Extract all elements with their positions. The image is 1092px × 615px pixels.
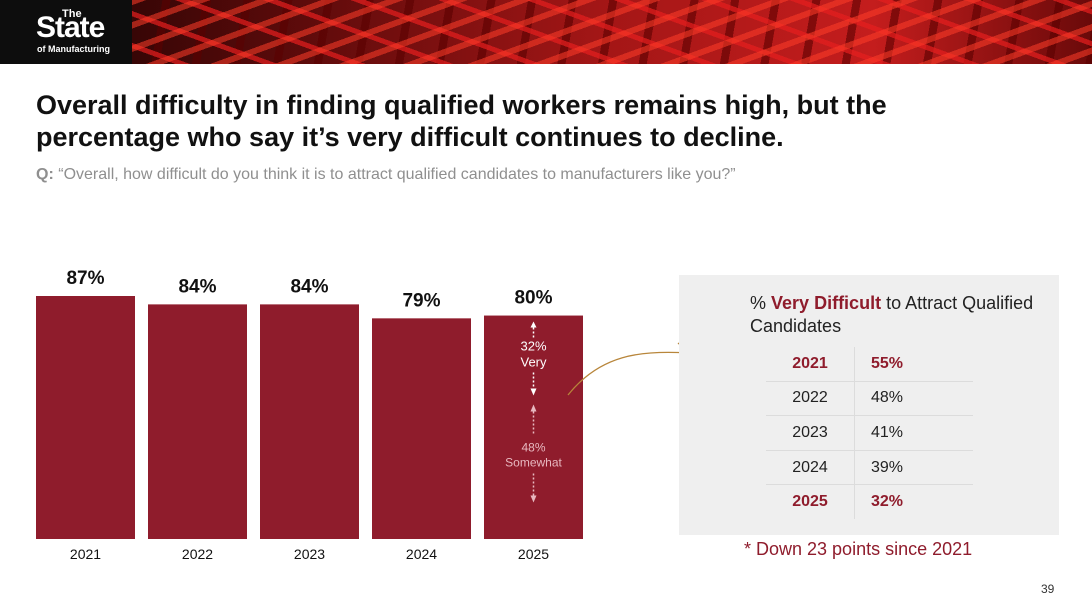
logo-sub-text: of Manufacturing [37, 44, 110, 54]
breakdown-value: 48% [521, 441, 545, 455]
logo-the-text: The [62, 8, 82, 20]
data-label: 84% [178, 276, 216, 297]
survey-question: Q: “Overall, how difficult do you think … [36, 166, 736, 184]
x-tick-label: 2023 [294, 546, 325, 562]
panel-title-rest: to Attract Qualified Candidates [750, 293, 1034, 336]
table-row: 2022 48% [766, 381, 973, 417]
breakdown-value: 32% [520, 339, 546, 354]
header-banner: The State of Manufacturing [0, 0, 1092, 64]
x-tick-label: 2024 [406, 546, 437, 562]
panel-title-prefix: % [750, 293, 767, 313]
table-row: 2023 41% [766, 416, 973, 451]
table-row: 2024 39% [766, 450, 973, 486]
page-title: Overall difficulty in finding qualified … [36, 90, 887, 152]
x-tick-label: 2022 [182, 546, 213, 562]
breakdown-label: Very [520, 355, 547, 370]
arrow-down-icon [530, 495, 537, 503]
footnote: * Down 23 points since 2021 [744, 539, 973, 559]
breakdown-label: Somewhat [505, 456, 562, 470]
row-value: 41% [871, 423, 904, 441]
question-prefix: Q: [36, 166, 54, 183]
question-text: “Overall, how difficult do you think it … [58, 166, 736, 183]
panel-title: % Very Difficult to Attract Qualified Ca… [750, 292, 1050, 338]
stat-table: 2021 55% 2022 48% 2023 41% 2024 39% 2025… [766, 347, 973, 519]
table-row: 2025 32% [766, 485, 973, 519]
bar-2023 [260, 304, 359, 539]
row-value: 39% [871, 458, 904, 476]
row-year: 2024 [766, 450, 855, 485]
row-value: 32% [871, 493, 904, 511]
bar-2021 [36, 296, 135, 539]
row-year: 2022 [766, 381, 855, 416]
table-row: 2021 55% [766, 347, 973, 382]
arrow-up-icon [530, 404, 537, 412]
x-tick-label: 2021 [70, 546, 101, 562]
row-year: 2021 [766, 347, 855, 381]
row-value: 55% [871, 354, 904, 372]
data-label: 84% [290, 276, 328, 297]
bar-2024 [372, 318, 471, 539]
row-value: 48% [871, 389, 904, 407]
row-year: 2025 [766, 485, 855, 519]
data-label: 80% [514, 288, 552, 309]
row-year: 2023 [766, 416, 855, 450]
page-number: 39 [1041, 582, 1055, 596]
panel-title-highlight: Very Difficult [771, 293, 882, 313]
data-label: 87% [66, 268, 104, 289]
bar-2022 [148, 304, 247, 539]
bar-chart: 87% 2021 84% 2022 84% 2023 79% 2024 80% 2025 32%Ve… [36, 268, 583, 562]
arrow-up-icon [530, 321, 537, 328]
data-label: 79% [402, 290, 440, 311]
very-difficult-panel: % Very Difficult to Attract Qualified Ca… [679, 275, 1059, 535]
x-tick-label: 2025 [518, 546, 549, 562]
logo-main-text: State [36, 11, 105, 44]
arrow-down-icon [530, 388, 537, 396]
logo: The State of Manufacturing [0, 0, 132, 64]
